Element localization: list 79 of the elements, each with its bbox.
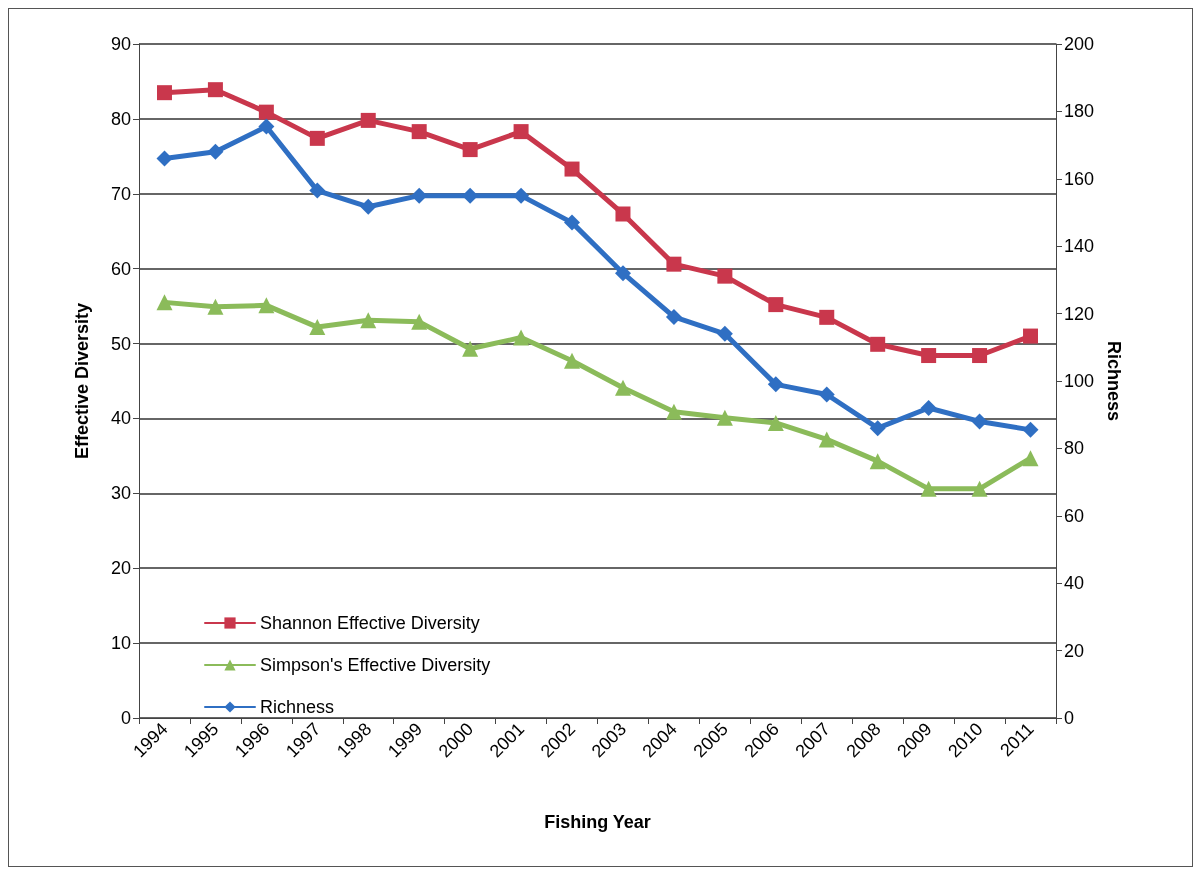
y2-tick-label: 20: [1064, 640, 1085, 661]
point: [614, 379, 631, 396]
y-tick-label: 80: [110, 108, 131, 129]
y-tick-label: 50: [110, 333, 131, 354]
y-tick-label: 40: [110, 408, 131, 429]
point: [615, 206, 631, 222]
point: [1022, 450, 1039, 467]
y-tick-label: 30: [110, 483, 131, 504]
y2-tick-label: 40: [1064, 573, 1085, 594]
y2-tick-label: 0: [1064, 708, 1075, 728]
y-tick-label: 90: [110, 34, 131, 54]
y2-tick-label: 180: [1064, 101, 1095, 122]
point: [207, 298, 224, 315]
point: [258, 297, 275, 314]
point: [665, 308, 682, 325]
point: [207, 82, 223, 98]
point: [462, 340, 479, 357]
point: [869, 453, 886, 470]
point: [819, 309, 835, 325]
point: [462, 142, 478, 158]
point: [921, 348, 937, 364]
point: [564, 214, 581, 231]
point: [513, 329, 530, 346]
point: [156, 150, 173, 167]
point: [972, 348, 988, 364]
point: [717, 268, 733, 284]
point: [513, 187, 530, 204]
y2-axis-title: Richness: [1103, 340, 1124, 422]
point: [920, 480, 937, 497]
legend-label: Shannon Effective Diversity: [260, 613, 480, 633]
y-tick-label: 60: [110, 258, 131, 279]
point: [411, 313, 428, 330]
y2-tick-label: 100: [1064, 371, 1095, 391]
point: [564, 352, 581, 369]
point: [360, 198, 377, 215]
point: [870, 336, 886, 352]
y2-tick-label: 160: [1064, 168, 1095, 189]
y2-tick-label: 200: [1064, 34, 1095, 54]
y-tick-label: 20: [110, 558, 131, 579]
y2-tick-label: 140: [1064, 236, 1095, 257]
point: [920, 399, 937, 416]
legend-label: Simpson's Effective Diversity: [260, 655, 491, 675]
y-axis-title: Effective Diversity: [72, 302, 92, 460]
point: [156, 294, 173, 311]
point: [818, 386, 835, 403]
point: [666, 256, 682, 272]
y-tick-label: 10: [110, 633, 131, 654]
point: [614, 265, 631, 282]
point: [564, 161, 580, 177]
point: [360, 312, 377, 329]
point: [768, 297, 784, 313]
point: [258, 118, 275, 135]
point: [309, 130, 325, 146]
point: [971, 480, 988, 497]
y-tick-label: 70: [110, 183, 131, 204]
point: [716, 325, 733, 342]
point: [971, 413, 988, 430]
y2-tick-label: 80: [1064, 438, 1085, 459]
point: [513, 124, 529, 140]
point: [156, 85, 172, 101]
y-tick-label: 0: [120, 708, 131, 728]
point: [411, 124, 427, 140]
point: [767, 376, 784, 393]
point: [818, 431, 835, 448]
point: [767, 414, 784, 431]
point: [869, 420, 886, 437]
y2-tick-label: 120: [1064, 303, 1095, 324]
legend-label: Richness: [260, 697, 335, 717]
x-axis-title: Fishing Year: [544, 812, 651, 832]
y2-tick-label: 60: [1064, 505, 1085, 526]
point: [1023, 328, 1039, 344]
point: [309, 182, 326, 199]
point: [360, 112, 376, 128]
point: [207, 143, 224, 160]
point: [665, 403, 682, 420]
point: [716, 409, 733, 426]
point: [258, 104, 274, 120]
point: [309, 319, 326, 336]
point: [1022, 421, 1039, 438]
